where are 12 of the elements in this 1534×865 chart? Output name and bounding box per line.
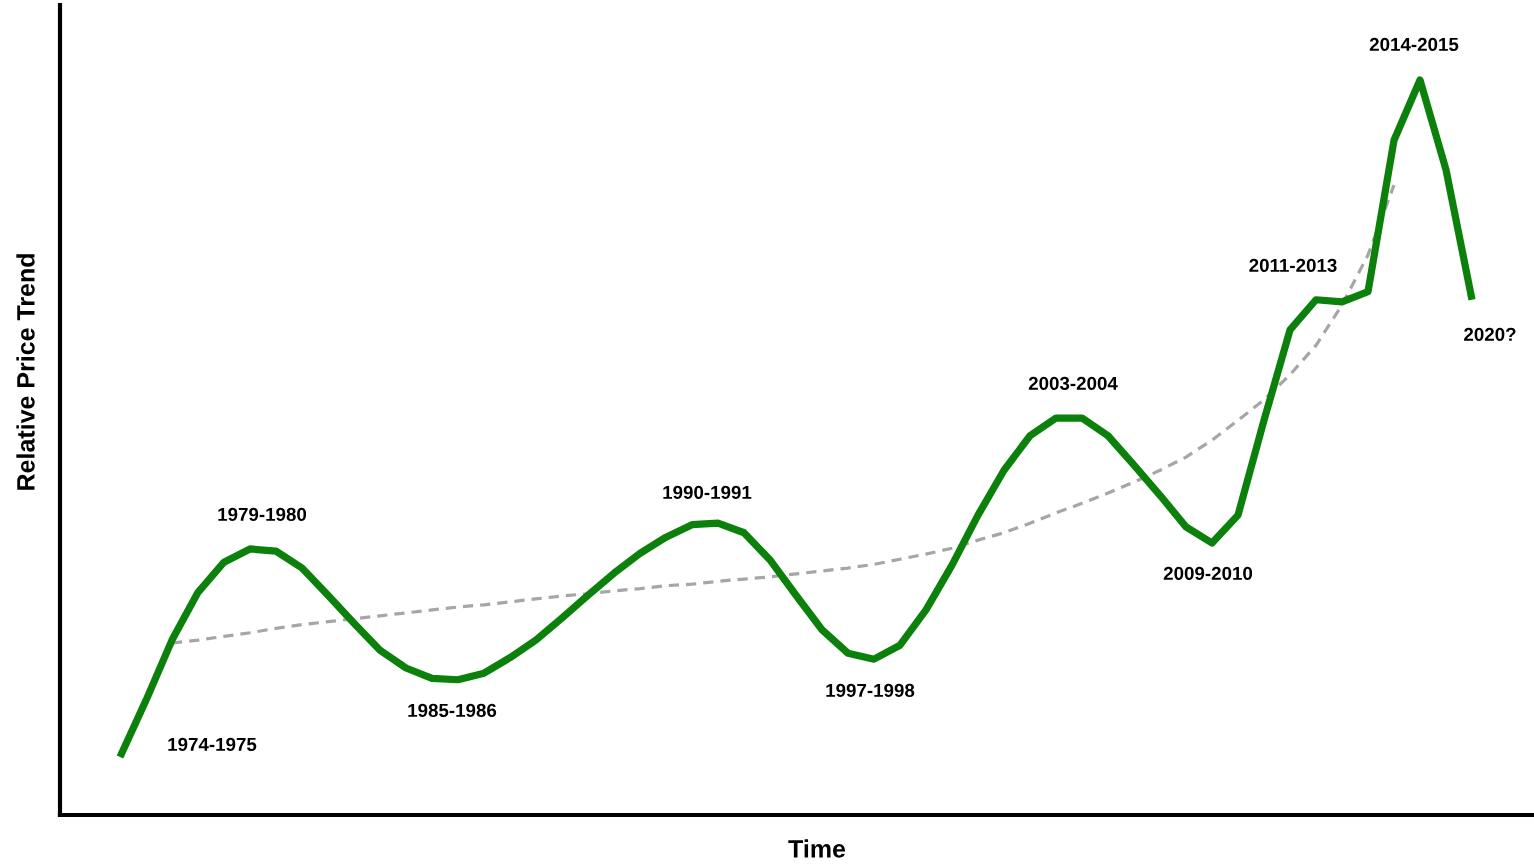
annotation: 1990-1991 — [663, 485, 752, 500]
annotation: 2003-2004 — [1028, 376, 1118, 391]
annotation: 1985-1986 — [408, 703, 497, 718]
x-axis-title: Time — [788, 839, 846, 858]
annotation: 1979-1980 — [218, 507, 307, 522]
text: 2014-2015 — [1369, 37, 1459, 52]
annotation: 2009-2010 — [1163, 566, 1253, 581]
annotation: 2011-2013 — [1249, 258, 1337, 273]
y-axis-title: Relative Price Trend — [16, 254, 35, 490]
annotation: 1997-1998 — [826, 683, 915, 698]
annotation: 2020? — [1464, 327, 1516, 342]
annotation: 1974-1975 — [168, 737, 257, 752]
